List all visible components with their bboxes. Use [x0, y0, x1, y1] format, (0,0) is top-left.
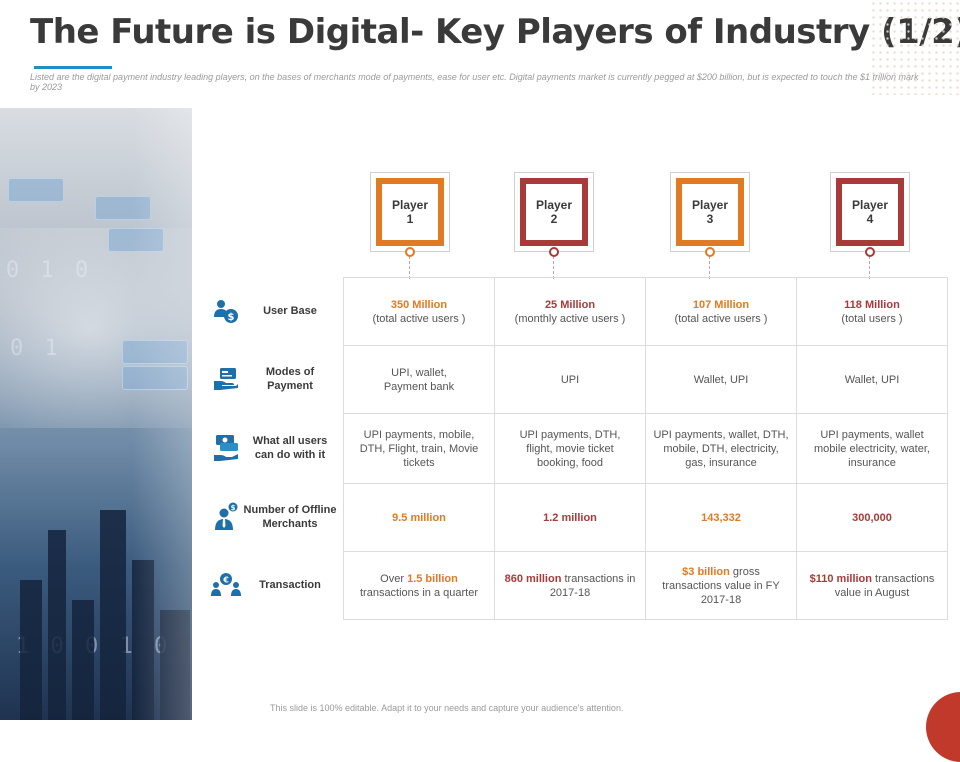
- player-1-label: Player: [391, 198, 429, 212]
- table-cell: 300,000: [796, 483, 948, 552]
- player-4-connector: [865, 247, 875, 257]
- row-label-text: Modes of Payment: [265, 366, 315, 392]
- table-cell: 1.2 million: [494, 483, 646, 552]
- table-cell: UPI payments, DTH, flight, movie ticket …: [494, 413, 646, 484]
- player-1-connector: [405, 247, 415, 257]
- table-row-transactions: Over 1.5 billion transactions in a quart…: [343, 551, 948, 620]
- users-dollar-icon: $: [210, 295, 242, 327]
- hand-money-icon: [210, 432, 242, 464]
- table-row-merchants: 9.5 million 1.2 million 143,332 300,000: [343, 483, 948, 552]
- svg-text:€: €: [222, 576, 229, 585]
- svg-text:$: $: [231, 504, 236, 512]
- background-photo: 0 1 0 0 1 1 0 0 1 0: [0, 108, 192, 720]
- row-label-text: Number of Offline Merchants: [243, 504, 337, 530]
- table-row-user-base: 350 Million (total active users ) 25 Mill…: [343, 277, 948, 346]
- people-exchange-icon: €: [210, 569, 242, 601]
- corner-decoration: [926, 692, 960, 762]
- player-1-number: 1: [406, 212, 414, 226]
- player-2-label: Player: [535, 198, 573, 212]
- table-cell: 107 Million (total active users ): [645, 277, 797, 346]
- table-row-modes: UPI, wallet, Payment bank UPI Wallet, UP…: [343, 345, 948, 414]
- table-cell: $110 million transactions value in Augus…: [796, 551, 948, 620]
- row-label-modes-of-payment: Modes of Payment: [210, 345, 338, 413]
- table-cell: UPI, wallet, Payment bank: [343, 345, 495, 414]
- footer-note: This slide is 100% editable. Adapt it to…: [270, 703, 624, 713]
- table-cell: 25 Million (monthly active users ): [494, 277, 646, 346]
- row-label-text: What all users can do with it: [252, 435, 328, 461]
- player-3-number: 3: [706, 212, 714, 226]
- table-cell: UPI: [494, 345, 646, 414]
- row-label-user-base: $ User Base: [210, 277, 338, 345]
- table-row-uses: UPI payments, mobile, DTH, Flight, train…: [343, 413, 948, 484]
- row-label-text: User Base: [263, 305, 317, 317]
- table-cell: Wallet, UPI: [645, 345, 797, 414]
- player-3-label: Player: [691, 198, 729, 212]
- page-title: The Future is Digital- Key Players of In…: [30, 12, 960, 52]
- table-cell: 143,332: [645, 483, 797, 552]
- svg-text:$: $: [228, 312, 235, 323]
- table-cell: 118 Million (total users ): [796, 277, 948, 346]
- player-2-connector: [549, 247, 559, 257]
- row-label-transaction: € Transaction: [210, 551, 338, 619]
- hand-card-icon: [210, 363, 242, 395]
- player-2-card: Player 2: [514, 172, 594, 279]
- page-subtitle: Listed are the digital payment industry …: [30, 72, 919, 92]
- row-label-text: Transaction: [259, 579, 321, 591]
- table-cell: UPI payments, wallet, DTH, mobile, DTH, …: [645, 413, 797, 484]
- player-3-card: Player 3: [670, 172, 750, 279]
- player-1-card: Player 1: [370, 172, 450, 279]
- row-label-what-users-can-do: What all users can do with it: [210, 413, 338, 483]
- row-label-offline-merchants: $ Number of Offline Merchants: [210, 483, 338, 551]
- table-cell: $3 billion gross transactions value in F…: [645, 551, 797, 620]
- title-accent-bar: [34, 66, 112, 69]
- table-cell: Over 1.5 billion transactions in a quart…: [343, 551, 495, 620]
- table-cell: UPI payments, mobile, DTH, Flight, train…: [343, 413, 495, 484]
- player-4-card: Player 4: [830, 172, 910, 279]
- table-cell: 860 million transactions in 2017-18: [494, 551, 646, 620]
- table-cell: Wallet, UPI: [796, 345, 948, 414]
- comparison-table: 350 Million (total active users ) 25 Mill…: [343, 277, 948, 620]
- player-2-number: 2: [550, 212, 558, 226]
- table-cell: 350 Million (total active users ): [343, 277, 495, 346]
- player-4-number: 4: [866, 212, 874, 226]
- businessman-dollar-icon: $: [210, 501, 242, 533]
- dot-pattern-decoration: [870, 0, 960, 95]
- player-4-label: Player: [851, 198, 889, 212]
- table-cell: 9.5 million: [343, 483, 495, 552]
- table-cell: UPI payments, wallet mobile electricity,…: [796, 413, 948, 484]
- player-3-connector: [705, 247, 715, 257]
